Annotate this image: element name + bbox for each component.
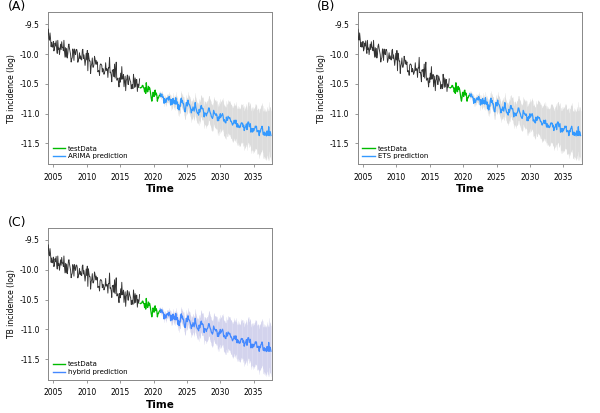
X-axis label: Time: Time (146, 184, 175, 195)
Legend: testData, hybrid prediction: testData, hybrid prediction (52, 360, 129, 377)
Text: (A): (A) (8, 0, 26, 13)
Text: (B): (B) (317, 0, 335, 13)
Y-axis label: TB incidence (log): TB incidence (log) (7, 270, 16, 338)
X-axis label: Time: Time (455, 184, 484, 195)
Legend: testData, ARIMA prediction: testData, ARIMA prediction (52, 144, 129, 161)
X-axis label: Time: Time (146, 400, 175, 410)
Y-axis label: TB incidence (log): TB incidence (log) (317, 54, 326, 123)
Legend: testData, ETS prediction: testData, ETS prediction (361, 144, 430, 161)
Y-axis label: TB incidence (log): TB incidence (log) (7, 54, 16, 123)
Text: (C): (C) (8, 216, 26, 229)
